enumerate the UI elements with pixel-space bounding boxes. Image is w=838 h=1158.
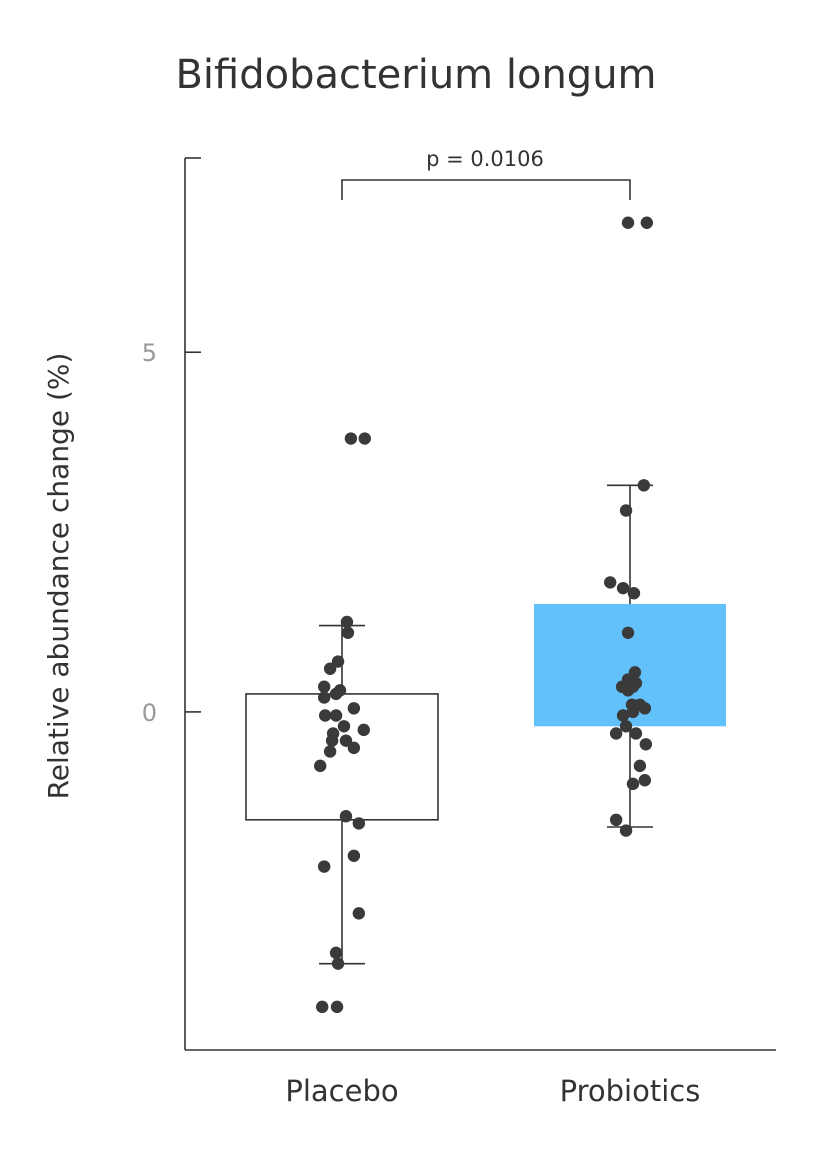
data-point [316, 1000, 329, 1014]
plot-area: 0 5 Placebo Probiotics [142, 157, 776, 1108]
data-point [325, 734, 339, 747]
y-axis-label: Relative abundance change (%) [42, 353, 75, 800]
data-point [347, 849, 361, 862]
data-point [330, 1000, 344, 1014]
data-point [629, 727, 643, 740]
data-point [331, 957, 345, 970]
data-point [317, 691, 331, 704]
data-point [627, 587, 641, 600]
data-point [357, 723, 370, 737]
significance-bracket [341, 179, 631, 200]
p-value-label: p = 0.0106 [426, 147, 544, 171]
data-point [347, 702, 361, 715]
data-point [329, 946, 343, 960]
data-point [619, 504, 633, 517]
data-point [314, 759, 327, 773]
data-point [323, 745, 337, 758]
data-point [317, 680, 331, 693]
data-point [616, 709, 630, 722]
data-point [626, 705, 640, 719]
data-point [604, 576, 617, 589]
box-placebo [245, 624, 439, 965]
box-iqr [245, 693, 439, 821]
data-point [637, 479, 651, 492]
x-tick-label: Probiotics [560, 1074, 701, 1108]
data-point [619, 824, 633, 837]
data-point [633, 759, 647, 773]
data-point [323, 662, 337, 675]
data-point [621, 216, 635, 229]
data-point [329, 687, 343, 701]
data-point [331, 655, 345, 668]
data-point [337, 720, 351, 733]
data-point [329, 709, 343, 722]
data-point [341, 626, 355, 639]
data-point [344, 432, 358, 445]
box-probiotics [534, 484, 726, 828]
data-point [638, 702, 652, 715]
data-point [352, 817, 366, 830]
data-point [616, 581, 630, 595]
data-point [621, 626, 635, 639]
x-tick-label: Placebo [285, 1074, 398, 1108]
data-point [347, 741, 361, 755]
data-point [609, 813, 623, 827]
data-point [640, 216, 654, 229]
data-point [621, 684, 635, 697]
data-point [340, 615, 354, 629]
chart-title: Bifidobacterium longum [175, 52, 656, 98]
y-tick-label: 0 [142, 699, 157, 727]
data-point [609, 727, 623, 740]
data-point [317, 860, 331, 873]
data-point [639, 738, 653, 751]
data-point [619, 720, 633, 733]
data-point [339, 810, 353, 823]
data-point [339, 734, 353, 747]
data-point [318, 709, 332, 722]
y-tick-label: 5 [142, 339, 157, 367]
data-point [626, 777, 640, 791]
data-point [358, 432, 371, 445]
data-point [638, 774, 652, 787]
data-point [352, 907, 366, 920]
